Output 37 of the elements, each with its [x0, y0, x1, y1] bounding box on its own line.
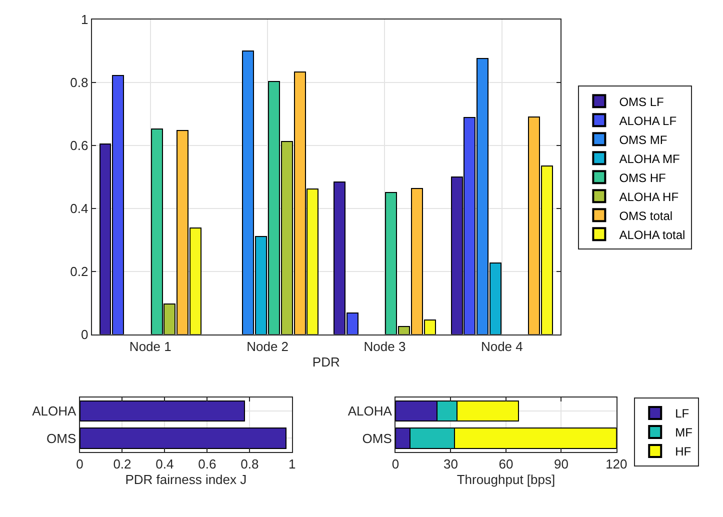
- y-tick-label: 0.4: [70, 200, 88, 216]
- y-tick-label: 0.6: [70, 138, 88, 153]
- x-tick-label: 1: [288, 456, 296, 472]
- legend-label: OMS LF: [619, 94, 664, 109]
- x-tick-label: 90: [554, 456, 568, 472]
- x-axis-title: Throughput [bps]: [456, 472, 556, 487]
- x-tick-label: 60: [498, 456, 514, 472]
- legend-label: OMS total: [619, 208, 673, 223]
- x-axis-title: PDR: [312, 354, 340, 370]
- legend-label: ALOHA HF: [619, 190, 679, 204]
- legend-label: MF: [675, 426, 692, 440]
- x-tick-label: Node 4: [480, 338, 523, 354]
- legend-label: ALOHA LF: [619, 114, 677, 128]
- y-tick-label: 0.2: [70, 264, 88, 279]
- x-tick-label: 0.4: [156, 456, 174, 472]
- legend-label: OMS MF: [619, 132, 668, 147]
- legend-label: OMS HF: [619, 170, 666, 185]
- legend-label: LF: [675, 406, 690, 421]
- x-tick-label: Node 2: [246, 338, 289, 354]
- x-tick-label: Node 1: [129, 338, 172, 354]
- x-tick-label: 0.8: [240, 456, 259, 472]
- y-tick-label: 1: [80, 12, 88, 28]
- legend-label: ALOHA total: [619, 228, 686, 242]
- y-tick-label: OMS: [46, 430, 76, 446]
- y-tick-label: OMS: [362, 430, 392, 446]
- x-axis-title: PDR fairness index J: [125, 472, 247, 487]
- legend-label: HF: [675, 444, 692, 459]
- x-tick-label: 30: [444, 456, 458, 472]
- x-tick-label: Node 3: [364, 338, 406, 354]
- y-tick-label: ALOHA: [348, 404, 392, 419]
- y-tick-label: ALOHA: [32, 404, 76, 419]
- legend-label: ALOHA MF: [619, 152, 680, 166]
- x-tick-label: 120: [606, 456, 628, 472]
- x-tick-label: 0.6: [198, 456, 216, 472]
- y-tick-label: 0.8: [70, 75, 88, 90]
- y-tick-label: 0: [80, 326, 88, 342]
- x-tick-label: 0.2: [113, 456, 132, 472]
